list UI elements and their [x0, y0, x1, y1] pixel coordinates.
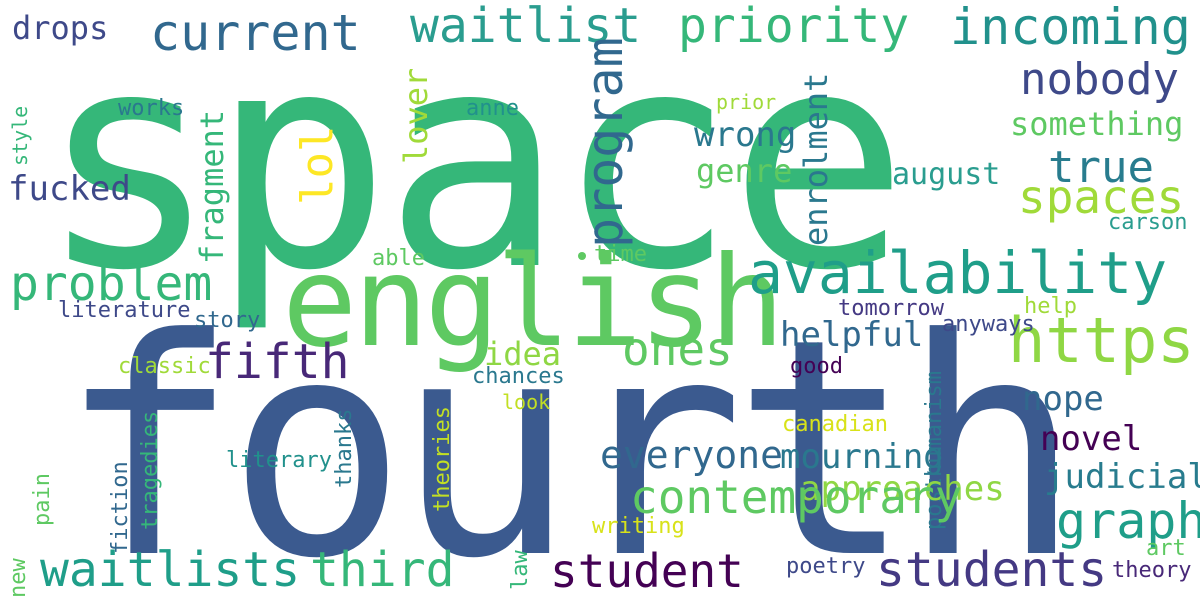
word-law: story — [194, 308, 261, 333]
word-works: help — [1024, 294, 1077, 319]
word-writing: writing — [592, 514, 685, 539]
word-poetry: poetry — [786, 554, 866, 579]
word-classic: canadian — [782, 412, 888, 437]
word-mourning: tragedies — [138, 410, 163, 530]
bullet-dot — [578, 252, 586, 260]
word-third: third — [310, 542, 455, 598]
word-english: english — [282, 230, 785, 375]
word-space: space — [38, 0, 909, 336]
word-fourth: fourth — [58, 275, 1082, 600]
word-waitlist: waitlist — [410, 0, 642, 54]
word-carson: carson — [1108, 210, 1188, 235]
word-contemporary: law — [508, 550, 533, 590]
word-lover: lover — [397, 67, 435, 164]
word-something: something — [1010, 105, 1184, 143]
word-ones: ones — [622, 322, 733, 376]
word-fucked: fucked — [8, 169, 131, 209]
word-everyone: pain — [30, 473, 55, 526]
word-problem: problem — [10, 256, 213, 312]
word-genre: genre — [696, 152, 793, 190]
word-current: current — [150, 4, 361, 62]
word-fragment: fragment — [193, 109, 231, 264]
word-fiction: able — [372, 246, 425, 271]
word-look: graphic — [1056, 492, 1200, 550]
word-literary: new — [6, 558, 31, 598]
word-chances: judicial — [1044, 457, 1200, 497]
word-helpful: everyone — [600, 433, 784, 477]
word-fifth: fifth — [205, 334, 350, 390]
word-theories: literature — [58, 298, 191, 323]
word-able: idea — [484, 335, 562, 373]
word-program: program — [576, 37, 634, 248]
word-anne: anyways — [942, 312, 1035, 337]
word-canadian: fiction — [108, 461, 133, 554]
word-tragedies: style — [8, 105, 32, 166]
word-https: https — [1008, 304, 1195, 377]
word-student: student — [550, 544, 744, 598]
word-drops: drops — [12, 9, 109, 47]
word-idea: mourning — [780, 437, 944, 477]
word-students: students — [876, 542, 1108, 598]
word-good: approaches — [800, 469, 1005, 509]
word-literature: chances — [472, 364, 565, 389]
word-spaces: spaces — [1018, 170, 1185, 224]
word-nobody: nobody — [1020, 54, 1179, 105]
word-lol: lol — [292, 125, 343, 205]
word-anyways: novel — [1040, 419, 1143, 459]
word-nope: contemporary — [630, 470, 963, 524]
word-true: true — [1048, 142, 1154, 193]
word-new: prior — [716, 90, 777, 114]
word-pain: anne — [466, 96, 519, 121]
word-enrolment: enrolment — [797, 72, 835, 246]
word-posthumanism: tomorrow — [838, 296, 944, 321]
word-tomorrow: nope — [1022, 379, 1104, 419]
word-priority: priority — [678, 0, 910, 54]
word-prior: helpful — [780, 315, 924, 355]
word-incoming: incoming — [950, 0, 1191, 56]
word-waitlists: waitlists — [40, 542, 301, 598]
word-novel: literary — [226, 448, 332, 473]
word-judicial: thanks — [332, 408, 357, 488]
word-art: art — [1146, 536, 1186, 561]
word-approaches: theories — [430, 406, 455, 512]
word-thanks: time — [594, 242, 647, 267]
word-wrong: wrong — [694, 115, 797, 155]
word-theory: theory — [1112, 558, 1192, 583]
word-story: good — [790, 354, 843, 379]
word-availability: availability — [748, 239, 1168, 307]
word-style: works — [118, 96, 185, 121]
word-time: classic — [118, 354, 211, 379]
word-help: look — [502, 390, 551, 414]
word-august: august — [892, 157, 1001, 192]
